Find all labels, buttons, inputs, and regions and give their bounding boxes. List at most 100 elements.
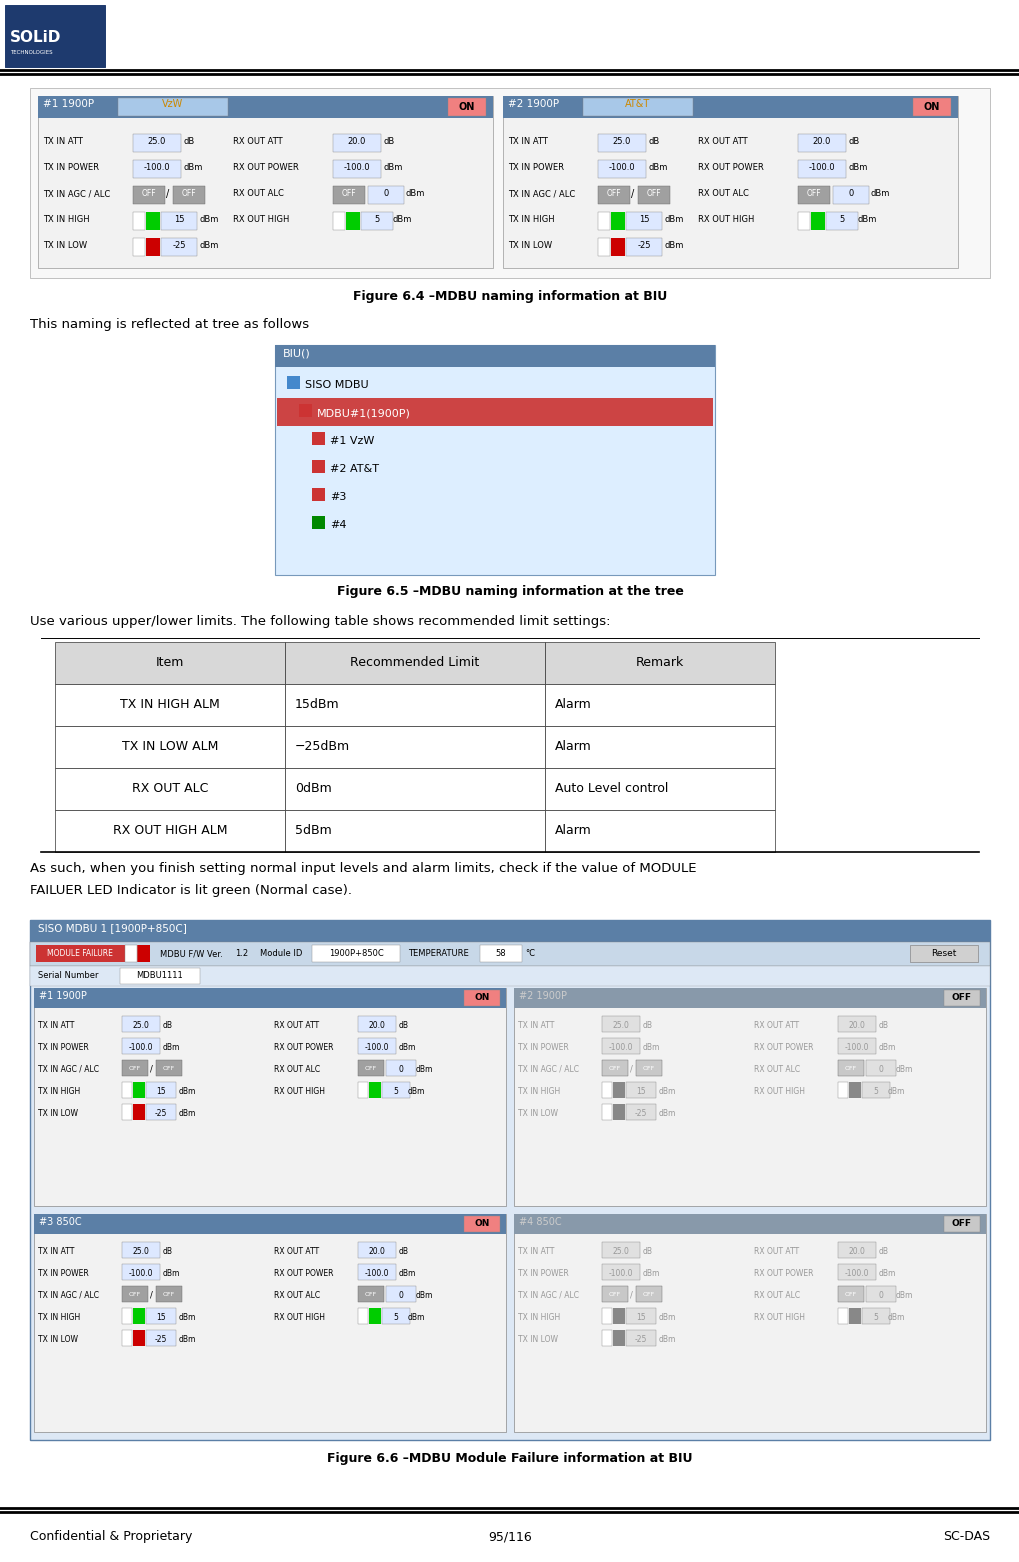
Bar bbox=[125, 945, 137, 962]
Text: -100.0: -100.0 bbox=[343, 164, 370, 172]
Text: dB: dB bbox=[163, 1020, 173, 1029]
Text: 25.0: 25.0 bbox=[132, 1246, 150, 1256]
Text: Figure 6.5 –MDBU naming information at the tree: Figure 6.5 –MDBU naming information at t… bbox=[336, 586, 683, 598]
Bar bbox=[132, 212, 145, 230]
Bar bbox=[156, 1286, 181, 1303]
Bar bbox=[385, 1286, 416, 1303]
Text: OFF: OFF bbox=[181, 189, 196, 198]
Text: TECHNOLOGIES: TECHNOLOGIES bbox=[10, 50, 53, 55]
Bar bbox=[275, 345, 714, 575]
Bar bbox=[601, 1286, 628, 1303]
Text: RX OUT ATT: RX OUT ATT bbox=[232, 137, 282, 147]
Bar bbox=[358, 1061, 383, 1076]
Text: RX OUT ATT: RX OUT ATT bbox=[274, 1246, 319, 1256]
Text: 95/116: 95/116 bbox=[488, 1531, 531, 1543]
Text: TX IN LOW: TX IN LOW bbox=[507, 242, 551, 250]
Bar bbox=[30, 965, 989, 986]
Text: dBm: dBm bbox=[383, 164, 403, 172]
Bar bbox=[132, 1329, 145, 1346]
Bar bbox=[838, 1061, 863, 1076]
Text: dBm: dBm bbox=[888, 1312, 905, 1321]
Text: RX OUT HIGH: RX OUT HIGH bbox=[274, 1312, 325, 1321]
Text: TX IN HIGH: TX IN HIGH bbox=[518, 1312, 559, 1321]
Bar bbox=[312, 487, 325, 501]
Text: TEMPERATURE: TEMPERATURE bbox=[408, 950, 469, 959]
Bar bbox=[637, 186, 669, 205]
Text: TX IN ATT: TX IN ATT bbox=[38, 1020, 74, 1029]
Bar bbox=[838, 1015, 875, 1032]
Text: 5: 5 bbox=[872, 1087, 877, 1095]
Text: TX IN LOW ALM: TX IN LOW ALM bbox=[121, 740, 218, 753]
Text: TX IN LOW: TX IN LOW bbox=[43, 242, 87, 250]
Text: ON: ON bbox=[474, 993, 489, 1003]
Text: MDBU#1(1900P): MDBU#1(1900P) bbox=[317, 408, 411, 419]
Bar bbox=[284, 642, 544, 684]
Text: dBm: dBm bbox=[878, 1042, 896, 1051]
Bar bbox=[544, 769, 774, 811]
Text: #4 850C: #4 850C bbox=[519, 1217, 561, 1228]
Bar bbox=[312, 515, 325, 530]
Bar bbox=[369, 1082, 381, 1098]
Bar bbox=[122, 1286, 148, 1303]
Bar bbox=[612, 1104, 625, 1120]
Bar bbox=[161, 237, 197, 256]
Bar bbox=[358, 1242, 395, 1257]
Text: OFF: OFF bbox=[646, 189, 660, 198]
Bar bbox=[865, 1286, 895, 1303]
Text: TX IN HIGH: TX IN HIGH bbox=[507, 216, 554, 225]
Text: dBm: dBm bbox=[664, 216, 684, 225]
Text: OFF: OFF bbox=[163, 1292, 175, 1298]
Text: TX IN POWER: TX IN POWER bbox=[38, 1042, 89, 1051]
Text: 25.0: 25.0 bbox=[132, 1020, 150, 1029]
Text: TX IN ATT: TX IN ATT bbox=[38, 1246, 74, 1256]
Text: dBm: dBm bbox=[888, 1087, 905, 1095]
Bar bbox=[838, 1242, 875, 1257]
Text: TX IN ATT: TX IN ATT bbox=[518, 1020, 554, 1029]
Text: SISO MDBU 1 [1900P+850C]: SISO MDBU 1 [1900P+850C] bbox=[38, 923, 186, 933]
Text: OFF: OFF bbox=[608, 1292, 621, 1298]
Bar bbox=[368, 186, 404, 205]
Bar bbox=[838, 1082, 847, 1098]
Text: 1900P+850C: 1900P+850C bbox=[328, 950, 383, 959]
Text: TX IN POWER: TX IN POWER bbox=[518, 1268, 569, 1278]
Text: dBm: dBm bbox=[658, 1334, 676, 1343]
Bar bbox=[30, 920, 989, 1440]
Bar bbox=[514, 989, 985, 1007]
Bar bbox=[838, 1286, 863, 1303]
Text: VzW: VzW bbox=[162, 98, 183, 109]
Text: -25: -25 bbox=[155, 1109, 167, 1117]
Text: OFF: OFF bbox=[608, 1067, 621, 1072]
Text: dB: dB bbox=[383, 137, 395, 147]
Text: This naming is reflected at tree as follows: This naming is reflected at tree as foll… bbox=[30, 319, 309, 331]
Text: 25.0: 25.0 bbox=[612, 1246, 629, 1256]
Text: -100.0: -100.0 bbox=[608, 1042, 633, 1051]
Text: dBm: dBm bbox=[416, 1290, 433, 1300]
Text: 0: 0 bbox=[877, 1064, 882, 1073]
Text: Auto Level control: Auto Level control bbox=[554, 783, 667, 795]
Text: -100.0: -100.0 bbox=[844, 1042, 868, 1051]
Bar bbox=[30, 920, 989, 942]
Text: OFF: OFF bbox=[365, 1292, 377, 1298]
Bar bbox=[34, 1214, 505, 1432]
Text: Remark: Remark bbox=[635, 656, 684, 670]
Bar bbox=[138, 945, 150, 962]
Bar bbox=[312, 945, 399, 962]
Text: OFF: OFF bbox=[142, 189, 156, 198]
Text: TX IN AGC / ALC: TX IN AGC / ALC bbox=[518, 1290, 579, 1300]
Bar bbox=[626, 1104, 655, 1120]
Text: /: / bbox=[166, 189, 169, 198]
Text: 5: 5 bbox=[872, 1312, 877, 1321]
Text: RX OUT POWER: RX OUT POWER bbox=[274, 1042, 333, 1051]
Bar bbox=[358, 1286, 383, 1303]
Bar bbox=[332, 186, 365, 205]
Text: ON: ON bbox=[474, 1220, 489, 1228]
Bar bbox=[502, 95, 957, 119]
Text: OFF: OFF bbox=[642, 1067, 654, 1072]
Bar bbox=[38, 95, 492, 119]
Bar bbox=[275, 345, 714, 367]
Bar bbox=[865, 1061, 895, 1076]
Text: dBm: dBm bbox=[642, 1268, 659, 1278]
Text: OFF: OFF bbox=[951, 1220, 971, 1228]
Text: 15: 15 bbox=[636, 1087, 645, 1095]
Bar bbox=[544, 811, 774, 851]
